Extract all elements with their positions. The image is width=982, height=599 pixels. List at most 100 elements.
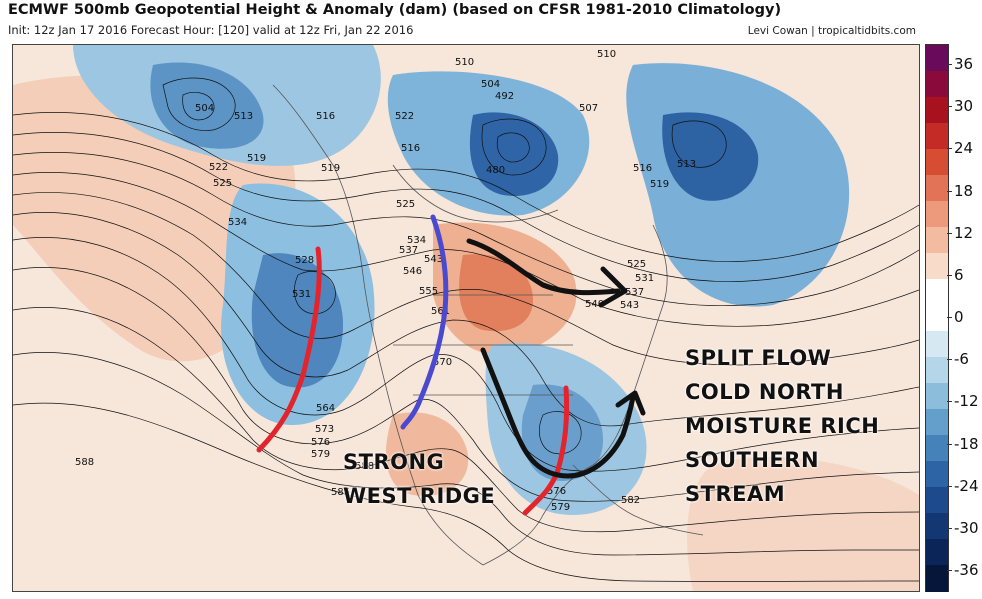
contour-label: 561	[431, 306, 450, 317]
contour-label: 531	[292, 289, 311, 300]
colorbar-tick	[947, 485, 952, 487]
contour-label: 576	[311, 437, 330, 448]
contour-label: 504	[481, 79, 500, 90]
contour-label: 510	[597, 49, 616, 60]
southeast-trough-core	[521, 384, 603, 481]
contour-label: 537	[625, 287, 644, 298]
colorbar-segment	[926, 357, 948, 384]
colorbar-segment	[926, 123, 948, 150]
colorbar-tick-label: 36	[954, 55, 974, 73]
blue-ridge-line	[400, 214, 449, 430]
contour-label: 537	[399, 245, 418, 256]
black-flow-arrow-south	[480, 347, 636, 479]
low-center-atlantic	[662, 112, 759, 201]
contour-label: 525	[396, 199, 415, 210]
anomaly-colorbar	[925, 44, 949, 592]
colorbar-segment	[926, 305, 948, 332]
contour-label: 519	[321, 163, 340, 174]
colorbar-segment	[926, 227, 948, 254]
colorbar-segment	[926, 539, 948, 566]
colorbar-segment	[926, 149, 948, 176]
colorbar-segment	[926, 487, 948, 514]
colorbar-tick-label: 30	[954, 97, 974, 116]
contour-label: 576	[547, 486, 566, 497]
annotation-line: STRONG	[343, 450, 445, 474]
contour-label: 504	[195, 103, 214, 114]
contour-label: 492	[495, 91, 514, 102]
contour-label: 555	[419, 286, 438, 297]
colorbar-tick-label: 6	[954, 265, 964, 284]
colorbar-tick	[947, 401, 952, 403]
map-svg: 504 513 516 522 510 504 492 507 510 519 …	[13, 45, 919, 591]
map-panel: 504 513 516 522 510 504 492 507 510 519 …	[12, 44, 920, 592]
annotation-split-flow: SPLIT FLOW COLD NORTH MOISTURE RICH SOUT…	[685, 341, 879, 511]
colorbar-segment	[926, 175, 948, 202]
colorbar-tick-label: -18	[954, 434, 979, 453]
arrowhead-north	[598, 266, 628, 308]
contour-label: 507	[579, 103, 598, 114]
colorbar-segment	[926, 461, 948, 488]
colorbar-tick	[947, 317, 952, 318]
colorbar-segment	[926, 513, 948, 540]
annotation-strong-west-ridge: STRONG WEST RIDGE	[343, 445, 495, 513]
colorbar-tick-label: -30	[954, 518, 979, 537]
colorbar-tick-label: 24	[954, 139, 974, 158]
colorbar-tick	[947, 570, 952, 571]
colorbar-tick	[947, 232, 952, 234]
colorbar-segment	[926, 383, 948, 410]
contour-label: 579	[551, 502, 570, 513]
contour-label: 519	[650, 179, 669, 190]
colorbar-tick	[947, 64, 952, 65]
colorbar-tick	[947, 106, 952, 108]
contour-label: 546	[403, 266, 422, 277]
contour-label: 543	[424, 254, 443, 265]
colorbar-segment	[926, 435, 948, 462]
colorbar-tick	[947, 274, 952, 276]
black-flow-arrow-north	[466, 238, 621, 296]
positive-anomaly-south-atlantic	[687, 456, 919, 591]
contour-label: 534	[228, 217, 247, 228]
colorbar-tick-label: 12	[954, 223, 974, 242]
colorbar-segment	[926, 45, 948, 72]
colorbar-segment	[926, 565, 948, 592]
annotation-line: STREAM	[685, 482, 786, 506]
contour-label: 513	[234, 111, 253, 122]
colorbar-segment	[926, 97, 948, 124]
contour-label: 516	[633, 163, 652, 174]
contour-label: 480	[486, 165, 505, 176]
low-center-alaska	[150, 62, 264, 149]
contour-label: 573	[315, 424, 334, 435]
contour-label: 510	[455, 57, 474, 68]
contour-labels: 504 513 516 522 510 504 492 507 510 519 …	[75, 49, 696, 513]
low-center-hudson	[469, 112, 559, 196]
contour-label: 531	[635, 273, 654, 284]
contour-label: 522	[395, 111, 414, 122]
colorbar-tick-label: -12	[954, 392, 979, 411]
contour-label: 516	[401, 143, 420, 154]
colorbar-tick-label: -6	[954, 350, 969, 369]
contour-label: 513	[677, 159, 696, 170]
annotation-line: WEST RIDGE	[343, 484, 496, 508]
colorbar-segment	[926, 71, 948, 98]
positive-anomaly-southwest	[385, 412, 469, 496]
contour-label: 582	[621, 495, 640, 506]
colorbar-tick	[947, 359, 952, 361]
contour-label: 585	[331, 487, 350, 498]
contour-label: 525	[627, 259, 646, 270]
contour-label: 588	[75, 457, 94, 468]
contour-label: 519	[247, 153, 266, 164]
contour-label: 516	[316, 111, 335, 122]
red-trough-line-east	[522, 385, 570, 516]
colorbar-tick	[947, 190, 952, 192]
colorbar-segment	[926, 279, 948, 306]
contour-label: 540	[585, 299, 604, 310]
arrowhead-south	[615, 390, 646, 416]
contour-label: 579	[311, 449, 330, 460]
contour-label: 564	[316, 403, 335, 414]
contour-label: 543	[620, 300, 639, 311]
colorbar-segment	[926, 409, 948, 436]
contour-label: 534	[407, 235, 426, 246]
colorbar-segment	[926, 201, 948, 228]
contour-label: 525	[213, 178, 232, 189]
annotation-line: COLD NORTH	[685, 380, 844, 404]
